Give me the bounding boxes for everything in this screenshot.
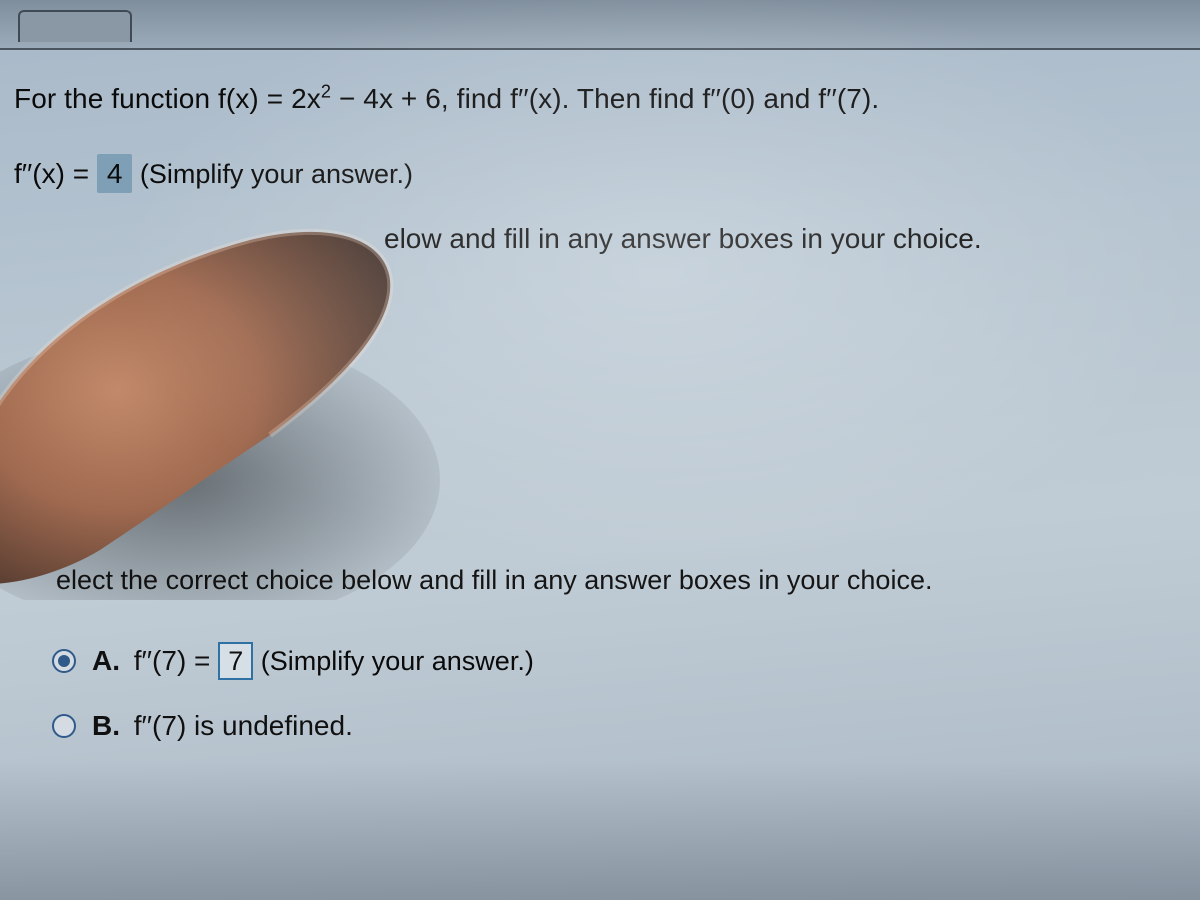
obscured-region — [14, 265, 1186, 565]
toolbar-edge — [0, 0, 1200, 50]
choice-b-text: f′′(7) is undefined. — [134, 710, 353, 741]
first-answer-line: f′′(x) = 4 (Simplify your answer.) — [14, 154, 1186, 193]
choice-a-letter: A. — [92, 645, 120, 676]
question-exponent: 2 — [321, 82, 331, 102]
first-answer-lhs: f′′(x) = — [14, 158, 97, 189]
choice-a-lhs: f′′(7) = — [134, 645, 218, 676]
select-prompt: elect the correct choice below and fill … — [56, 565, 1186, 596]
obscured-prompt-fragment: elow and fill in any answer boxes in you… — [384, 223, 1186, 255]
radio-b[interactable] — [52, 714, 76, 738]
question-prefix: For the function f(x) = 2x — [14, 83, 321, 114]
question-middle: − 4x + 6, find f′′(x). Then find f′′(0) … — [331, 83, 879, 114]
radio-a[interactable] — [52, 649, 76, 673]
choice-b-letter: B. — [92, 710, 120, 741]
question-panel: For the function f(x) = 2x2 − 4x + 6, fi… — [0, 50, 1200, 742]
vignette — [0, 760, 1200, 900]
choice-a-hint: (Simplify your answer.) — [253, 646, 534, 676]
first-answer-hint: (Simplify your answer.) — [132, 159, 413, 189]
first-answer-value[interactable]: 4 — [97, 154, 133, 193]
choice-a[interactable]: A. f′′(7) = 7 (Simplify your answer.) — [52, 642, 1186, 680]
question-text: For the function f(x) = 2x2 − 4x + 6, fi… — [14, 78, 1186, 120]
choice-a-input[interactable]: 7 — [218, 642, 253, 680]
choice-b[interactable]: B. f′′(7) is undefined. — [52, 710, 1186, 742]
